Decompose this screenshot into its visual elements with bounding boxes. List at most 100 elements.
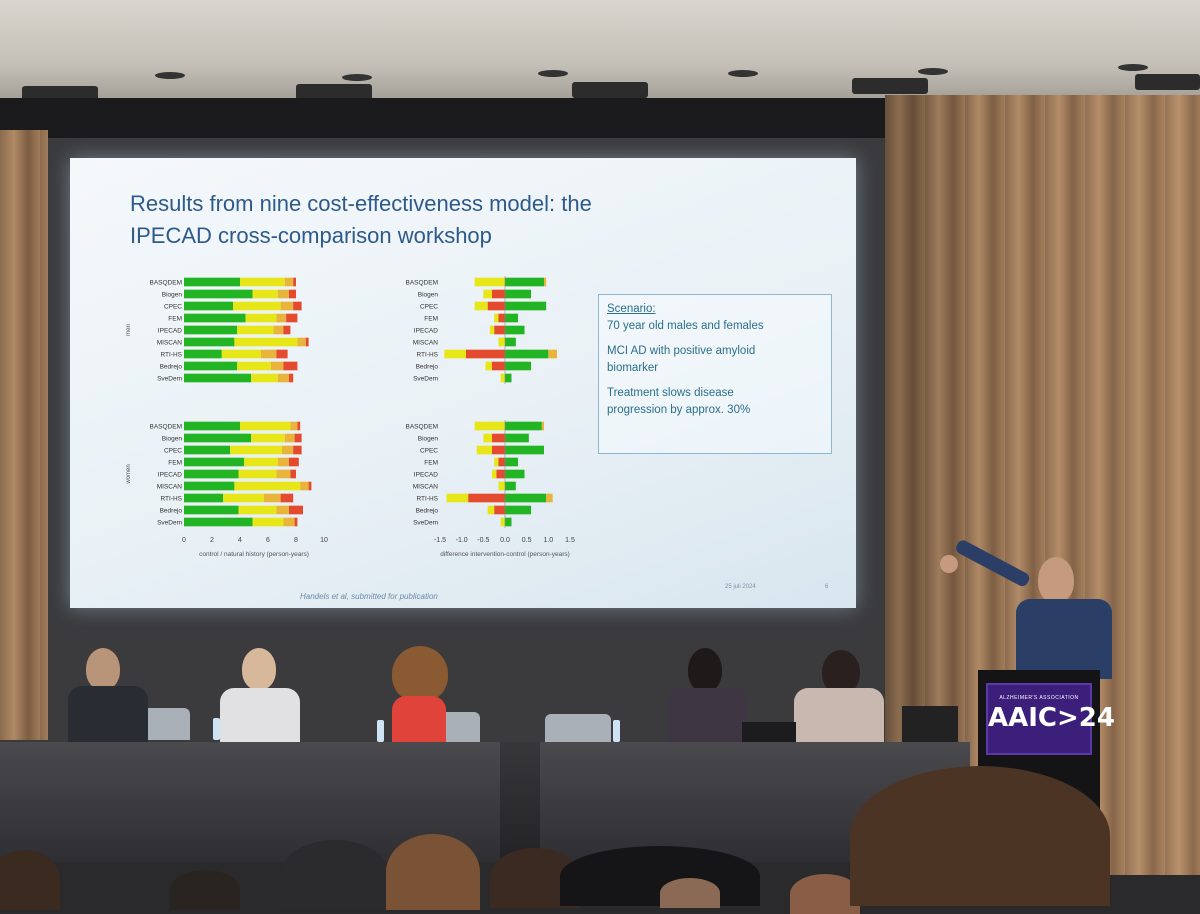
bar-segment bbox=[505, 421, 542, 431]
bar-segment bbox=[284, 277, 294, 287]
bar-segment bbox=[498, 337, 505, 347]
bar-segment bbox=[289, 373, 294, 383]
bar-segment bbox=[293, 301, 302, 311]
bar-segment bbox=[293, 277, 296, 287]
x-tick-label: 6 bbox=[266, 537, 270, 544]
bar-segment bbox=[252, 289, 278, 299]
podium-sign: ALZHEIMER'S ASSOCIATION AAIC>24 bbox=[986, 683, 1115, 755]
category-label: BASQDEM bbox=[149, 424, 182, 431]
curtain-left bbox=[0, 130, 48, 740]
category-label: SveDem bbox=[413, 520, 438, 527]
bar-segment bbox=[277, 289, 289, 299]
bar-segment bbox=[492, 361, 505, 371]
bar-segment bbox=[273, 325, 284, 335]
x-tick-label: 2 bbox=[210, 537, 214, 544]
bar-segment bbox=[505, 325, 525, 335]
bar-segment bbox=[184, 373, 252, 383]
bar-segment bbox=[492, 445, 505, 455]
bar-segment bbox=[261, 349, 277, 359]
bar-segment bbox=[498, 313, 505, 323]
bar-segment bbox=[233, 301, 281, 311]
category-label: SveDem bbox=[413, 376, 438, 383]
slide-number: 6 bbox=[825, 584, 829, 590]
lighting-rig bbox=[852, 78, 928, 94]
scenario-box: Scenario: 70 year old males and females … bbox=[598, 294, 832, 454]
x-tick-label: 10 bbox=[320, 537, 328, 544]
bar-segment bbox=[252, 517, 284, 527]
category-label: Biogen bbox=[418, 436, 439, 443]
bar-segment bbox=[184, 313, 246, 323]
bar-segment bbox=[505, 313, 518, 323]
bar-segment bbox=[483, 289, 492, 299]
bar-segment bbox=[289, 289, 296, 299]
panelist bbox=[790, 650, 886, 746]
bar-segment bbox=[505, 349, 549, 359]
bar-segment bbox=[270, 361, 284, 371]
bar-segment bbox=[184, 325, 238, 335]
speaker bbox=[940, 538, 1115, 679]
bar-segment bbox=[500, 373, 505, 383]
audience bbox=[0, 766, 1200, 914]
bar-segment bbox=[184, 277, 240, 287]
bar-segment bbox=[293, 445, 302, 455]
lighting-rig bbox=[1135, 74, 1200, 90]
category-label: FEM bbox=[168, 316, 182, 323]
x-tick-label: 8 bbox=[294, 537, 298, 544]
bar-segment bbox=[487, 301, 505, 311]
bar-segment bbox=[263, 493, 281, 503]
bar-segment bbox=[468, 493, 505, 503]
ceiling-light bbox=[342, 74, 372, 81]
water-bottle bbox=[213, 718, 220, 740]
bar-segment bbox=[446, 493, 469, 503]
bar-segment bbox=[541, 421, 544, 431]
bar-segment bbox=[221, 349, 261, 359]
chair bbox=[140, 708, 190, 740]
bar-segment bbox=[505, 433, 529, 443]
bar-segment bbox=[184, 421, 240, 431]
bar-segment bbox=[494, 325, 505, 335]
bar-segment bbox=[294, 517, 298, 527]
bar-segment bbox=[184, 445, 231, 455]
bar-segment bbox=[237, 361, 271, 371]
category-label: SveDem bbox=[157, 376, 182, 383]
category-label: RTI-HS bbox=[160, 496, 182, 503]
category-label: Bedrejo bbox=[160, 508, 183, 515]
bar-segment bbox=[548, 349, 557, 359]
bar-segment bbox=[505, 517, 512, 527]
audience-head bbox=[386, 834, 480, 910]
podium-organization: ALZHEIMER'S ASSOCIATION bbox=[999, 695, 1079, 701]
bar-segment bbox=[284, 433, 295, 443]
bar-segment bbox=[487, 505, 495, 515]
category-label: BASQDEM bbox=[405, 280, 438, 287]
category-label: MISCAN bbox=[157, 484, 183, 491]
ceiling-light bbox=[1118, 64, 1148, 71]
bar-segment bbox=[276, 505, 289, 515]
panel-table bbox=[0, 742, 970, 862]
bar-segment bbox=[494, 505, 505, 515]
bar-segment bbox=[505, 493, 547, 503]
bar-segment bbox=[277, 373, 289, 383]
scenario-treatment: Treatment slows disease bbox=[607, 387, 734, 399]
slide-date: 25 juli 2024 bbox=[725, 584, 756, 590]
bar-segment bbox=[505, 289, 531, 299]
bar-segment bbox=[500, 517, 505, 527]
bar-segment bbox=[505, 445, 544, 455]
slide-title-line: Results from nine cost-effectiveness mod… bbox=[130, 191, 592, 216]
bar-segment bbox=[184, 337, 235, 347]
bar-segment bbox=[230, 445, 282, 455]
category-label: RTI-HS bbox=[160, 352, 182, 359]
bar-segment bbox=[277, 457, 289, 467]
bar-segment bbox=[444, 349, 466, 359]
bar-segment bbox=[289, 457, 299, 467]
bar-segment bbox=[505, 469, 525, 479]
bar-segment bbox=[492, 433, 505, 443]
category-label: FEM bbox=[424, 460, 438, 467]
bar-segment bbox=[492, 289, 505, 299]
bar-segment bbox=[294, 433, 302, 443]
bar-segment bbox=[505, 337, 516, 347]
bar-segment bbox=[546, 493, 553, 503]
bar-segment bbox=[286, 313, 298, 323]
bar-segment bbox=[280, 493, 294, 503]
bar-segment bbox=[238, 469, 277, 479]
bar-segment bbox=[492, 469, 497, 479]
